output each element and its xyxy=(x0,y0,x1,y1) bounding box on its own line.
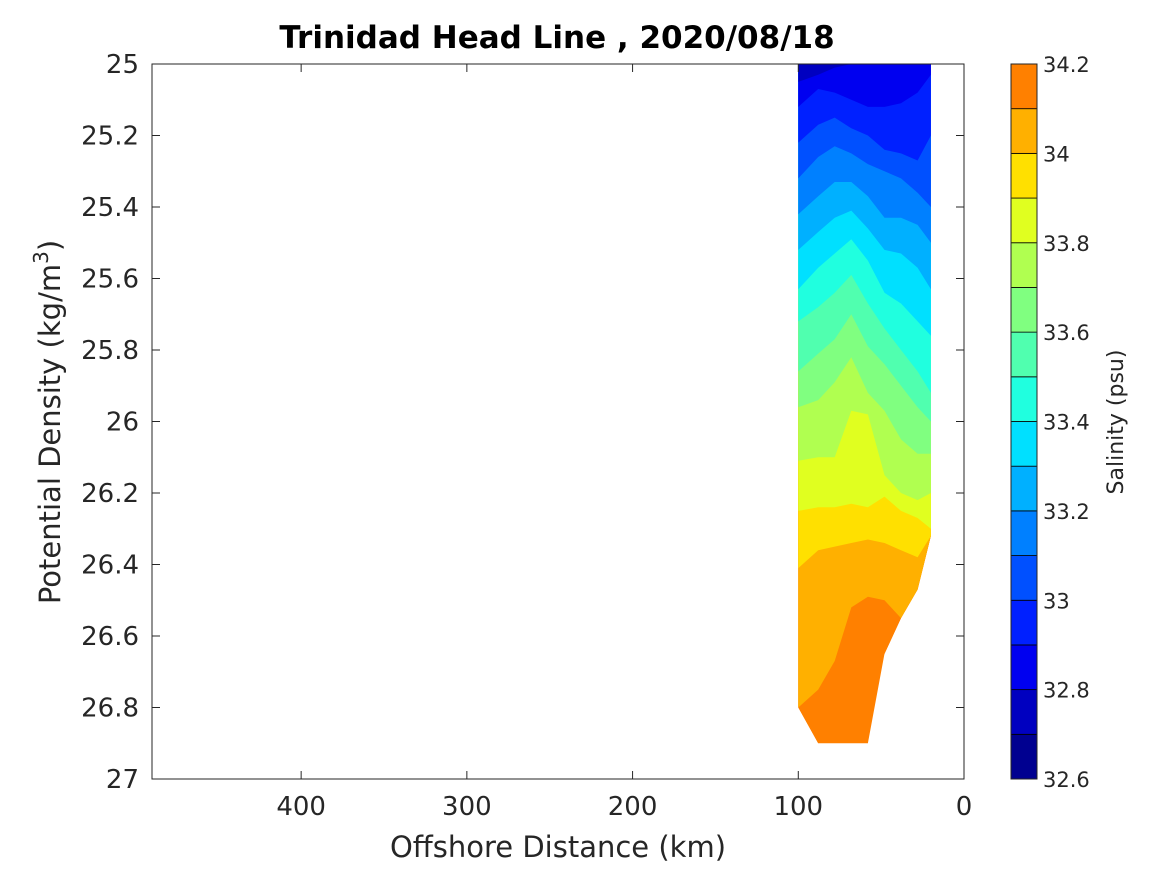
colorbar-segment xyxy=(1010,555,1038,601)
x-tick-label: 100 xyxy=(773,792,823,822)
contour-band-below-32.7 xyxy=(798,64,931,72)
colorbar-segment xyxy=(1010,689,1038,735)
x-axis-label: Offshore Distance (km) xyxy=(390,830,726,864)
colorbar-tick-label: 32.6 xyxy=(1043,768,1090,792)
y-tick-label: 25.2 xyxy=(81,122,139,152)
y-tick-label: 26.6 xyxy=(81,622,139,652)
colorbar-segment xyxy=(1010,733,1038,780)
y-tick-label: 25.4 xyxy=(81,193,139,223)
colorbar-tick-label: 32.8 xyxy=(1043,679,1090,703)
contour-fill-layer xyxy=(798,64,931,744)
y-axis-label: Potential Density (kg/m3) xyxy=(29,240,67,604)
colorbar-segment xyxy=(1010,331,1038,378)
colorbar-tick-label: 33.6 xyxy=(1043,321,1090,345)
chart-title: Trinidad Head Line , 2020/08/18 xyxy=(279,20,834,56)
y-tick-label: 25.6 xyxy=(81,265,139,295)
y-axis-label-superscript: 3 xyxy=(29,251,53,264)
y-tick-label: 26.2 xyxy=(81,479,139,509)
contour-band-below-32.8 xyxy=(798,64,931,82)
colorbar-segment xyxy=(1010,63,1038,110)
colorbar-tick-label: 34.2 xyxy=(1043,53,1090,77)
colorbar-segment xyxy=(1010,510,1038,556)
y-tick-label: 25.8 xyxy=(81,336,139,366)
colorbar: 32.6 32.8 33 33.2 33.4 33.6 33.8 34 34.2 xyxy=(1010,53,1090,792)
colorbar-segment xyxy=(1010,376,1038,422)
contour-band-below-32.9 xyxy=(798,64,931,107)
y-axis-label-close: ) xyxy=(33,240,67,251)
colorbar-segment xyxy=(1010,421,1038,467)
y-tick-label: 26 xyxy=(106,408,139,438)
y-tick-label: 25 xyxy=(106,50,139,80)
x-tick-label: 200 xyxy=(608,792,658,822)
y-axis-ticks: 25 25.2 25.4 25.6 25.8 26 26.2 26.4 26.6 26.8 27 xyxy=(81,50,964,795)
colorbar-segment xyxy=(1010,644,1038,691)
y-tick-label: 26.8 xyxy=(81,694,139,724)
x-axis-ticks: 400 300 200 100 0 xyxy=(276,64,972,822)
y-tick-label: 27 xyxy=(106,765,139,795)
colorbar-tick-label: 33.8 xyxy=(1043,232,1090,256)
colorbar-segment xyxy=(1010,599,1038,646)
y-tick-label: 26.4 xyxy=(81,551,139,581)
colorbar-label: Salinity (psu) xyxy=(1104,350,1129,495)
x-tick-label: 300 xyxy=(442,792,492,822)
x-tick-label: 400 xyxy=(276,792,326,822)
colorbar-segment xyxy=(1010,465,1038,512)
colorbar-segment xyxy=(1010,108,1038,154)
colorbar-tick-label: 33.2 xyxy=(1043,500,1090,524)
colorbar-tick-label: 33.4 xyxy=(1043,411,1090,435)
colorbar-tick-label: 33 xyxy=(1043,589,1070,613)
colorbar-segment xyxy=(1010,152,1038,199)
colorbar-frame xyxy=(1010,63,1038,780)
colorbar-tick-label: 34 xyxy=(1043,142,1070,166)
colorbar-segment xyxy=(1010,197,1038,244)
x-tick-label: 0 xyxy=(956,792,973,822)
colorbar-segment xyxy=(1010,242,1038,288)
colorbar-segment xyxy=(1010,287,1038,333)
